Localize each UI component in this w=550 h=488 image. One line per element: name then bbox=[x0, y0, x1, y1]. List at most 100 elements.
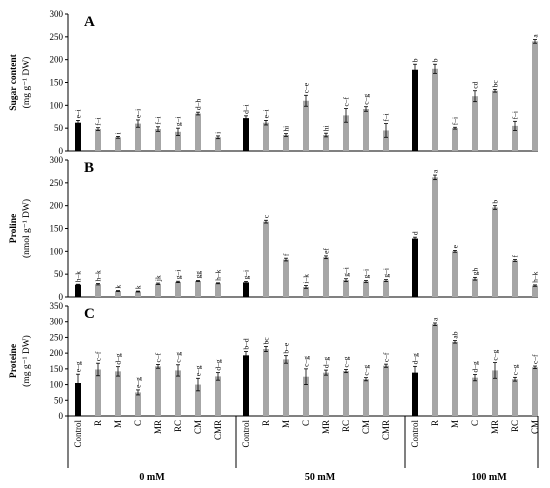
significance-letter: c–f bbox=[382, 352, 391, 362]
bar bbox=[472, 377, 478, 416]
significance-letter: cd bbox=[471, 81, 480, 88]
bar bbox=[412, 238, 418, 297]
y-axis-unit: (nmol g⁻¹ DW) bbox=[21, 199, 32, 258]
bar bbox=[243, 355, 249, 416]
y-tick-label: 150 bbox=[50, 224, 64, 234]
bar bbox=[195, 281, 201, 297]
bar bbox=[383, 280, 389, 297]
x-category-label: CM bbox=[193, 420, 203, 434]
significance-letter: k bbox=[134, 285, 143, 289]
significance-letter: hi bbox=[322, 125, 331, 131]
bar bbox=[75, 383, 81, 416]
significance-letter: c–f bbox=[154, 352, 163, 362]
bar bbox=[512, 125, 518, 151]
significance-letter: d–h bbox=[194, 99, 203, 111]
bar bbox=[115, 137, 121, 151]
significance-letter: ef bbox=[322, 248, 331, 254]
bar bbox=[135, 291, 141, 297]
x-category-label: CM bbox=[361, 420, 371, 434]
y-tick-label: 300 bbox=[50, 317, 64, 327]
significance-letter: ab bbox=[451, 331, 460, 338]
x-category-label: MR bbox=[153, 420, 163, 434]
significance-letter: c–g bbox=[362, 94, 371, 105]
bar bbox=[383, 130, 389, 151]
y-tick-label: 100 bbox=[50, 380, 64, 390]
bar bbox=[175, 370, 181, 416]
significance-letter: c bbox=[262, 214, 271, 218]
y-axis-unit: (mg g⁻¹ DW) bbox=[21, 57, 32, 109]
y-axis-title: Proteine bbox=[9, 344, 19, 378]
x-category-label: R bbox=[261, 420, 271, 426]
y-tick-label: 350 bbox=[50, 301, 64, 311]
y-tick-label: 200 bbox=[50, 348, 64, 358]
bar bbox=[343, 115, 349, 151]
bar bbox=[383, 365, 389, 416]
bar bbox=[215, 283, 221, 297]
bar bbox=[303, 100, 309, 151]
bar bbox=[95, 284, 101, 297]
significance-letter: gh bbox=[471, 268, 480, 276]
y-axis-unit: (mg g⁻¹ DW) bbox=[21, 335, 32, 387]
bar bbox=[432, 324, 438, 416]
bar bbox=[532, 285, 538, 297]
bar bbox=[175, 281, 181, 297]
significance-letter: h–k bbox=[74, 271, 83, 283]
panel-A: 0 50 100 150 200 250 300 A Sugar content (mg g⁻¹ … bbox=[9, 9, 540, 156]
x-category-label: Control bbox=[241, 420, 251, 448]
y-tick-label: 150 bbox=[50, 364, 64, 374]
significance-letter: c–g bbox=[302, 356, 311, 367]
y-tick-label: 0 bbox=[59, 292, 64, 302]
x-category-label: C bbox=[301, 420, 311, 426]
x-category-label: CM bbox=[530, 420, 540, 434]
panel-C: 0 50 100 150 200 250 300 350 C Proteine (mg g⁻¹ DW… bbox=[9, 301, 540, 421]
y-tick-label: 0 bbox=[59, 411, 64, 421]
y-tick-label: 200 bbox=[50, 55, 64, 65]
significance-letter: d–g bbox=[114, 353, 123, 365]
significance-letter: d–g bbox=[471, 361, 480, 373]
significance-letter: f–i bbox=[154, 116, 163, 124]
x-category-label: M bbox=[281, 420, 291, 428]
significance-letter: e–i bbox=[262, 109, 271, 118]
bar bbox=[412, 372, 418, 416]
significance-letter: e–g bbox=[194, 365, 203, 376]
x-category-label: Control bbox=[410, 420, 420, 448]
bar bbox=[303, 376, 309, 416]
x-category-label: M bbox=[450, 420, 460, 428]
significance-letter: f–i bbox=[382, 113, 391, 121]
bar bbox=[432, 177, 438, 297]
y-tick-label: 200 bbox=[50, 201, 64, 211]
significance-letter: h–k bbox=[531, 271, 540, 283]
panel-letter: C bbox=[84, 306, 95, 322]
bar bbox=[263, 122, 269, 151]
bar bbox=[115, 371, 121, 416]
y-axis-title: Sugar content bbox=[9, 53, 19, 110]
x-category-label: R bbox=[430, 420, 440, 426]
bar bbox=[492, 370, 498, 416]
group-label: 0 mM bbox=[139, 472, 165, 483]
significance-letter: d–g bbox=[214, 359, 223, 371]
y-tick-label: 50 bbox=[54, 269, 64, 279]
significance-letter: f–i bbox=[451, 117, 460, 125]
bar bbox=[323, 372, 329, 416]
x-category-label: RC bbox=[173, 420, 183, 432]
bar bbox=[472, 96, 478, 151]
bar bbox=[343, 371, 349, 416]
significance-letter: b bbox=[411, 58, 420, 62]
significance-letter: jk bbox=[154, 275, 163, 282]
bar bbox=[195, 384, 201, 416]
significance-letter: g–i bbox=[362, 269, 371, 279]
bar bbox=[452, 251, 458, 297]
significance-letter: d–g bbox=[411, 353, 420, 365]
bar bbox=[412, 69, 418, 151]
bar bbox=[492, 207, 498, 297]
bar bbox=[492, 90, 498, 151]
significance-letter: c–g bbox=[174, 352, 183, 363]
bar bbox=[263, 349, 269, 416]
x-category-label: MR bbox=[321, 420, 331, 434]
y-tick-label: 250 bbox=[50, 32, 64, 42]
bar bbox=[135, 392, 141, 416]
y-tick-label: 250 bbox=[50, 178, 64, 188]
significance-letter: b bbox=[491, 200, 500, 204]
y-tick-label: 100 bbox=[50, 100, 64, 110]
